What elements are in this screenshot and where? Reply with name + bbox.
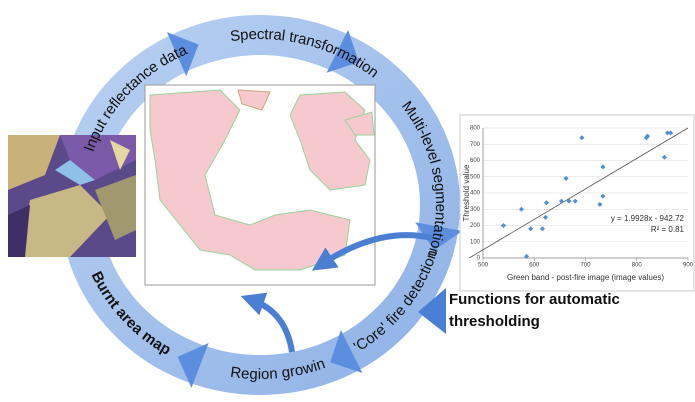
y-tick-label: 100 [470,239,481,245]
y-tick-label: 500 [470,174,481,180]
side-note: thresholding [449,313,540,330]
x-tick-label: 600 [529,263,540,269]
diagram: Input reflectance data Spectral transfor… [0,0,695,402]
y-tick-label: 300 [470,207,481,213]
x-tick-label: 700 [580,263,591,269]
trend-equation: y = 1.9928x - 942.72 [611,214,685,223]
growing-arrow [252,300,292,352]
x-axis-label: Green band - post-fire image (image valu… [507,273,664,282]
side-note: Functions for automatic [449,291,620,308]
y-tick-label: 700 [470,142,481,148]
x-tick-label: 900 [683,263,694,269]
x-tick-label: 800 [632,263,643,269]
satellite-image [8,135,136,257]
y-axis-label: Threshold value [462,164,471,221]
y-tick-label: 600 [470,158,481,164]
x-tick-label: 500 [478,263,489,269]
y-tick-label: 200 [470,223,481,229]
y-tick-label: 800 [470,126,481,132]
trend-r2: R² = 0.81 [651,225,685,234]
page: { "cycle_steps": ["Input reflectance dat… [0,0,695,402]
y-tick-label: 400 [470,191,481,197]
